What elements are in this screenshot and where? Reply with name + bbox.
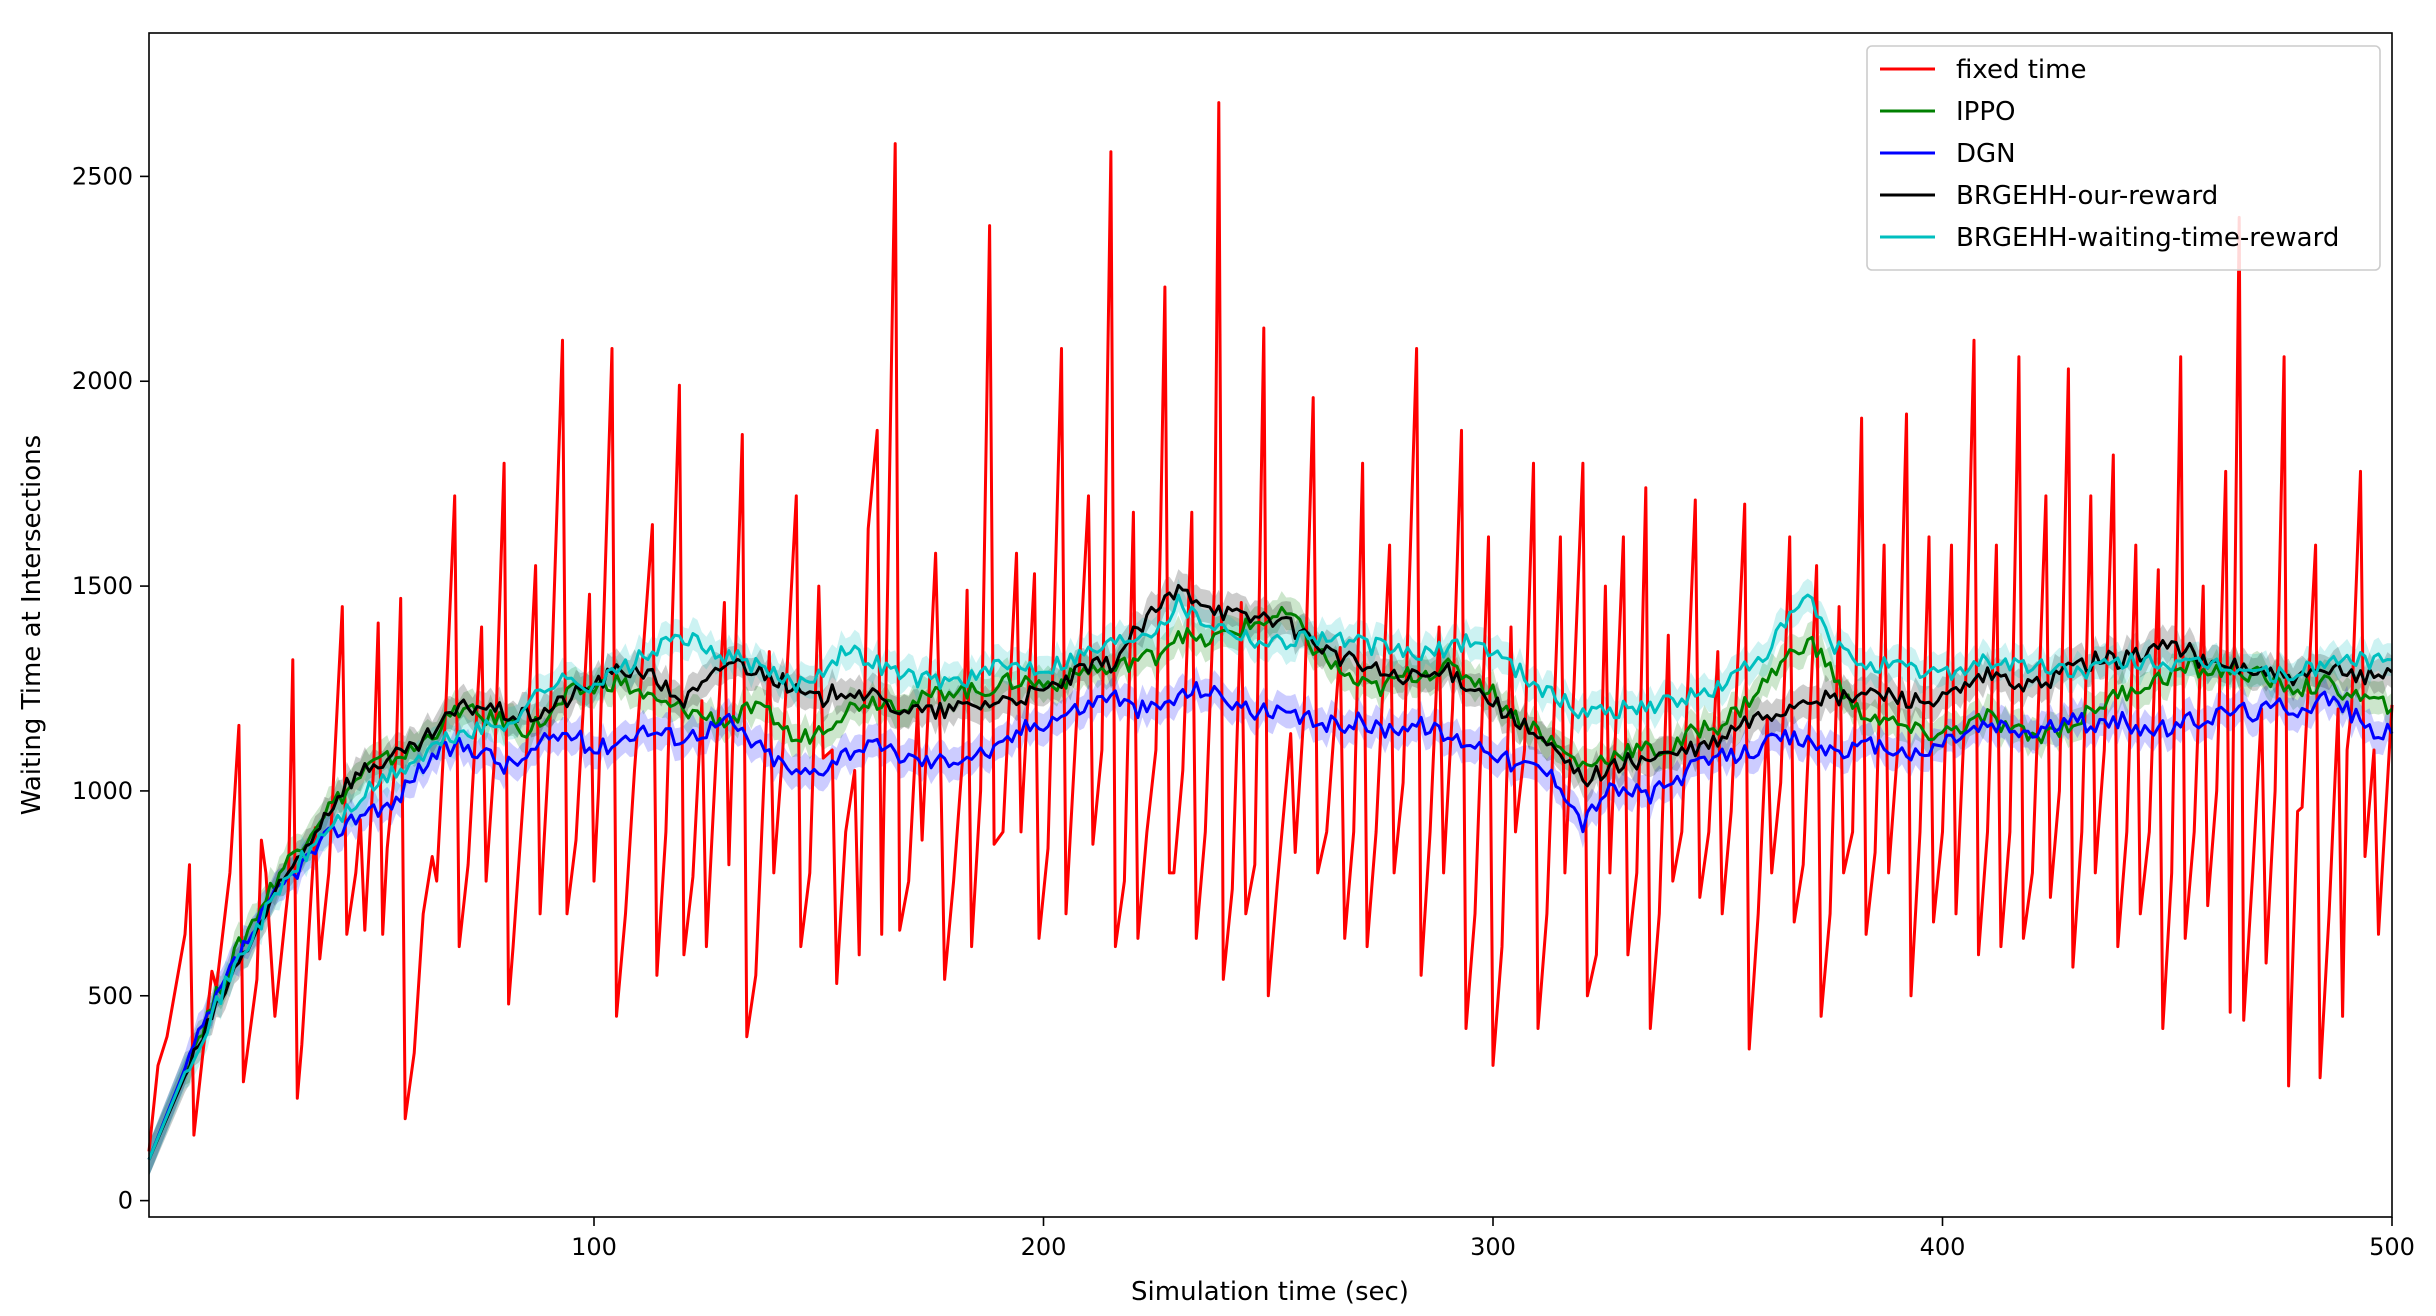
y-tick-label-2500: 2500 xyxy=(72,162,133,190)
legend-label-brgehh-waiting-time-reward: BRGEHH-waiting-time-reward xyxy=(1956,223,2339,253)
y-tick-label-1500: 1500 xyxy=(72,572,133,600)
legend-label-ippo: IPPO xyxy=(1956,97,2016,127)
y-axis-label: Waiting Time at Intersections xyxy=(17,435,47,815)
series-line-dgn xyxy=(147,681,2394,1161)
series-line-fixed-time xyxy=(147,101,2394,1152)
x-axis-label: Simulation time (sec) xyxy=(1131,1277,1409,1307)
legend-box xyxy=(1866,45,2381,271)
y-tick-label-2000: 2000 xyxy=(72,367,133,395)
x-tick-label-500: 500 xyxy=(2369,1233,2415,1261)
legend-label-dgn: DGN xyxy=(1956,139,2016,169)
y-tick-label-0: 0 xyxy=(118,1187,133,1215)
series-lines xyxy=(147,101,2394,1161)
legend: fixed time IPPO DGN BRGEHH-our-reward BRGEHH… xyxy=(1866,45,2381,271)
series-line-brgehh-waiting-time-reward xyxy=(147,593,2393,1161)
y-tick-label-500: 500 xyxy=(87,982,133,1010)
y-tick-label-1000: 1000 xyxy=(72,777,133,805)
legend-label-brgehh-our-reward: BRGEHH-our-reward xyxy=(1956,181,2218,211)
x-tick-label-400: 400 xyxy=(1920,1233,1966,1261)
x-axis-ticks: 100 200 300 400 500 xyxy=(571,1217,2415,1261)
x-tick-label-200: 200 xyxy=(1021,1233,1067,1261)
legend-label-fixed-time: fixed time xyxy=(1956,55,2086,85)
plot-area-frame xyxy=(148,32,2393,1218)
x-tick-label-300: 300 xyxy=(1470,1233,1516,1261)
y-axis-ticks: 0 500 1000 1500 2000 2500 xyxy=(72,162,149,1215)
x-tick-label-100: 100 xyxy=(571,1233,617,1261)
